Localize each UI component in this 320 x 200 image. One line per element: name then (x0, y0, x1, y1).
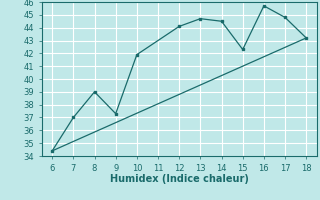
X-axis label: Humidex (Indice chaleur): Humidex (Indice chaleur) (110, 174, 249, 184)
